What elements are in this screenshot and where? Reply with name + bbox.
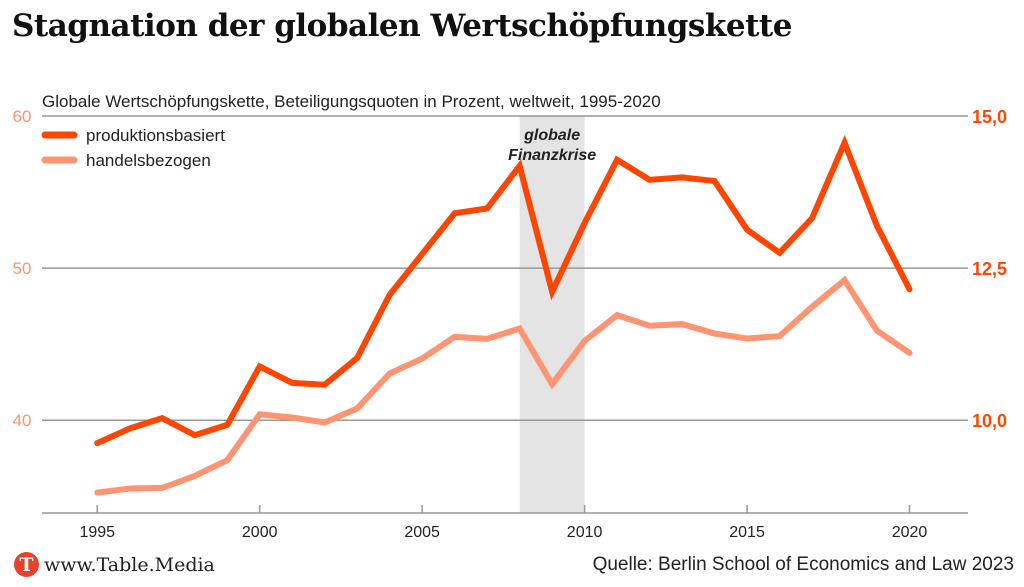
x-tick-label: 2000 <box>242 524 278 541</box>
data-point <box>454 212 456 214</box>
y-left-tick-label: 60 <box>13 107 32 126</box>
annotation-label-line1: globale <box>523 127 580 144</box>
data-point <box>96 442 98 444</box>
data-point <box>356 408 358 410</box>
data-point <box>194 434 196 436</box>
x-tick-label: 2005 <box>404 524 440 541</box>
brand: T www.Table.Media <box>14 552 215 577</box>
data-point <box>324 384 326 386</box>
legend-label: handelsbezogen <box>86 151 211 170</box>
data-point <box>129 427 131 429</box>
data-point <box>161 417 163 419</box>
data-point <box>811 217 813 219</box>
data-point <box>454 336 456 338</box>
data-point <box>909 288 911 290</box>
data-point <box>486 338 488 340</box>
x-tick-label: 1995 <box>79 524 115 541</box>
data-point <box>226 424 228 426</box>
y-left-tick-label: 40 <box>13 411 32 430</box>
y-right-tick-label: 15,0 <box>972 107 1007 127</box>
data-point <box>746 338 748 340</box>
legend-label: produktionsbasiert <box>86 126 225 145</box>
table-media-logo: T <box>14 552 39 577</box>
data-point <box>876 225 878 227</box>
data-point <box>616 159 618 161</box>
data-point <box>616 314 618 316</box>
data-point <box>161 487 163 489</box>
x-tick-label: 2020 <box>892 524 928 541</box>
series-line-handelsbezogen <box>94 275 913 496</box>
data-point <box>649 179 651 181</box>
data-point <box>584 340 586 342</box>
data-point <box>714 333 716 335</box>
chart-title: Stagnation der globalen Wertschöpfungske… <box>12 8 792 44</box>
data-point <box>226 459 228 461</box>
data-point <box>194 475 196 477</box>
data-point <box>649 325 651 327</box>
data-point <box>909 352 911 354</box>
data-point <box>681 323 683 325</box>
data-point <box>681 176 683 178</box>
y-left-tick-label: 50 <box>13 259 32 278</box>
data-point <box>259 365 261 367</box>
data-point <box>96 492 98 494</box>
data-point <box>746 229 748 231</box>
y-right-tick-label: 12,5 <box>972 259 1007 279</box>
data-point <box>779 335 781 337</box>
y-right-tick-label: 10,0 <box>972 411 1007 431</box>
data-point <box>584 222 586 224</box>
source-note: Quelle: Berlin School of Economics and L… <box>592 554 1014 575</box>
data-point <box>551 383 553 385</box>
data-point <box>551 291 553 293</box>
data-point <box>519 165 521 167</box>
data-point <box>291 416 293 418</box>
data-point <box>844 279 846 281</box>
site-name: www.Table.Media <box>44 553 215 576</box>
data-point <box>421 357 423 359</box>
data-point <box>714 180 716 182</box>
data-point <box>421 253 423 255</box>
crisis-band <box>519 116 585 513</box>
series-line-produktionsbasiert <box>94 134 913 447</box>
x-tick-label: 2015 <box>729 524 765 541</box>
chart-subtitle: Globale Wertschöpfungskette, Beteiligung… <box>42 92 661 111</box>
annotation-label-line2: Finanzkrise <box>508 147 596 164</box>
x-tick-label: 2010 <box>567 524 603 541</box>
data-point <box>844 142 846 144</box>
data-point <box>259 413 261 415</box>
data-point <box>356 357 358 359</box>
data-point <box>779 252 781 254</box>
data-point <box>389 373 391 375</box>
data-point <box>876 330 878 332</box>
data-point <box>519 327 521 329</box>
data-point <box>811 306 813 308</box>
data-point <box>291 382 293 384</box>
data-point <box>324 421 326 423</box>
data-point <box>389 294 391 296</box>
data-point <box>129 488 131 490</box>
data-point <box>486 207 488 209</box>
